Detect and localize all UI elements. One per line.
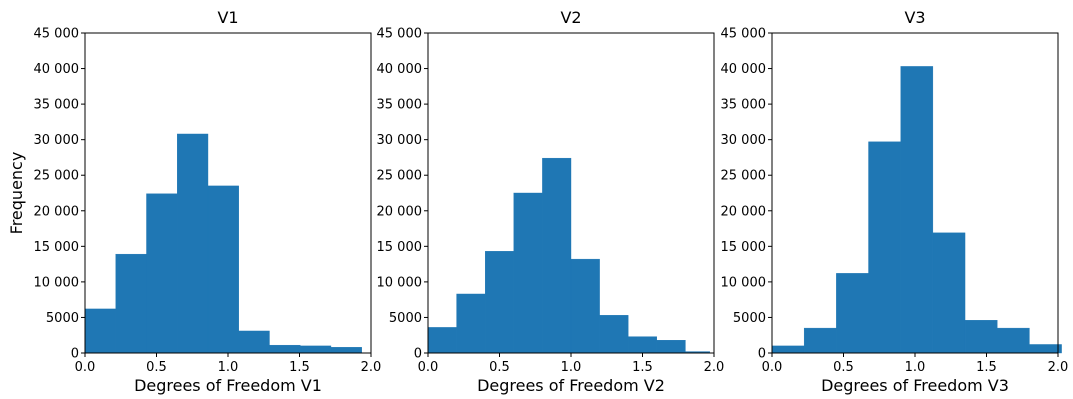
y-tick-label: 15 000 <box>377 240 423 255</box>
histogram-bar <box>570 258 600 354</box>
histogram-bar <box>300 345 332 354</box>
y-tick-label: 10 000 <box>34 275 80 290</box>
histogram-bar <box>599 315 629 354</box>
x-tick-label: 1.0 <box>561 360 582 375</box>
histogram-bar <box>485 251 515 354</box>
x-tick-label: 0.0 <box>762 360 783 375</box>
histogram-bar <box>836 273 869 354</box>
x-tick-label: 1.0 <box>905 360 926 375</box>
histogram-bar <box>1029 344 1062 354</box>
histogram-bar <box>146 193 178 354</box>
y-tick-label: 10 000 <box>721 275 767 290</box>
histogram-bar <box>628 336 658 354</box>
histogram-panel-v2: V2 Degrees of Freedom V2 0 5000 10 000 15 0… <box>377 8 725 395</box>
y-tick-label: 5000 <box>389 311 422 326</box>
y-axis-label: Frequency <box>7 152 26 235</box>
y-tick-label: 25 000 <box>377 169 423 184</box>
histogram-panel-v1: V1 Degrees of Freedom V1 Frequency 0 5000… <box>7 8 381 395</box>
y-tick-label: 25 000 <box>721 169 767 184</box>
x-tick-label: 0.5 <box>146 360 167 375</box>
y-tick-label: 30 000 <box>377 133 423 148</box>
x-tick-label: 1.5 <box>632 360 653 375</box>
histogram-bar <box>803 327 837 354</box>
histogram-bar <box>513 192 543 354</box>
x-tick-label: 1.5 <box>976 360 997 375</box>
panel-title-v2: V2 <box>560 8 581 27</box>
y-tick-label: 40 000 <box>34 62 80 77</box>
x-tick-label: 0.0 <box>75 360 96 375</box>
y-tick-label: 40 000 <box>377 62 423 77</box>
x-tick-label: 2.0 <box>361 360 382 375</box>
histogram-bar <box>932 232 966 354</box>
y-tick-label: 25 000 <box>34 169 80 184</box>
histogram-bar <box>177 133 209 354</box>
y-tick-label: 0 <box>414 347 422 362</box>
histogram-bar <box>868 141 901 354</box>
y-tick-label: 40 000 <box>721 62 767 77</box>
y-tick-label: 35 000 <box>721 98 767 113</box>
y-tick-label: 15 000 <box>34 240 80 255</box>
histogram-panel-v3: V3 Degrees of Freedom V3 0 5000 10 000 15 0… <box>721 8 1069 395</box>
panel-title-v3: V3 <box>904 8 925 27</box>
x-tick-label: 2.0 <box>704 360 725 375</box>
histogram-bar <box>900 66 934 354</box>
y-tick-label: 5000 <box>733 311 766 326</box>
histogram-bar <box>269 344 301 354</box>
y-tick-label: 35 000 <box>34 98 80 113</box>
y-tick-label: 35 000 <box>377 98 423 113</box>
x-axis-label-v2: Degrees of Freedom V2 <box>477 376 665 395</box>
histogram-bar <box>456 293 486 354</box>
histogram-bar <box>542 157 572 354</box>
x-axis-label-v3: Degrees of Freedom V3 <box>821 376 1009 395</box>
histogram-bar <box>238 330 270 354</box>
y-tick-label: 30 000 <box>34 133 80 148</box>
y-tick-label: 45 000 <box>34 27 80 42</box>
panel-title-v1: V1 <box>217 8 238 27</box>
x-axis-label-v1: Degrees of Freedom V1 <box>134 376 322 395</box>
x-tick-label: 2.0 <box>1048 360 1069 375</box>
y-tick-label: 20 000 <box>34 204 80 219</box>
histogram-bar <box>964 320 998 354</box>
y-tick-label: 10 000 <box>377 275 423 290</box>
y-tick-label: 30 000 <box>721 133 767 148</box>
y-tick-label: 0 <box>71 347 79 362</box>
y-tick-label: 5000 <box>46 311 79 326</box>
y-tick-label: 45 000 <box>377 27 423 42</box>
histogram-bar <box>771 345 805 354</box>
x-tick-label: 0.0 <box>418 360 439 375</box>
histogram-bar <box>115 253 147 354</box>
histogram-bar <box>997 327 1030 354</box>
y-tick-label: 15 000 <box>721 240 767 255</box>
y-tick-label: 45 000 <box>721 27 767 42</box>
x-tick-label: 1.0 <box>218 360 239 375</box>
y-tick-label: 20 000 <box>721 204 767 219</box>
x-tick-label: 0.5 <box>489 360 510 375</box>
histogram-bar <box>207 185 239 354</box>
histogram-bar <box>330 347 362 354</box>
y-tick-label: 0 <box>758 347 766 362</box>
histogram-bar <box>84 308 116 354</box>
y-tick-label: 20 000 <box>377 204 423 219</box>
x-tick-label: 0.5 <box>833 360 854 375</box>
histogram-bar <box>656 340 686 354</box>
x-tick-label: 1.5 <box>289 360 310 375</box>
histogram-bar <box>427 327 457 354</box>
